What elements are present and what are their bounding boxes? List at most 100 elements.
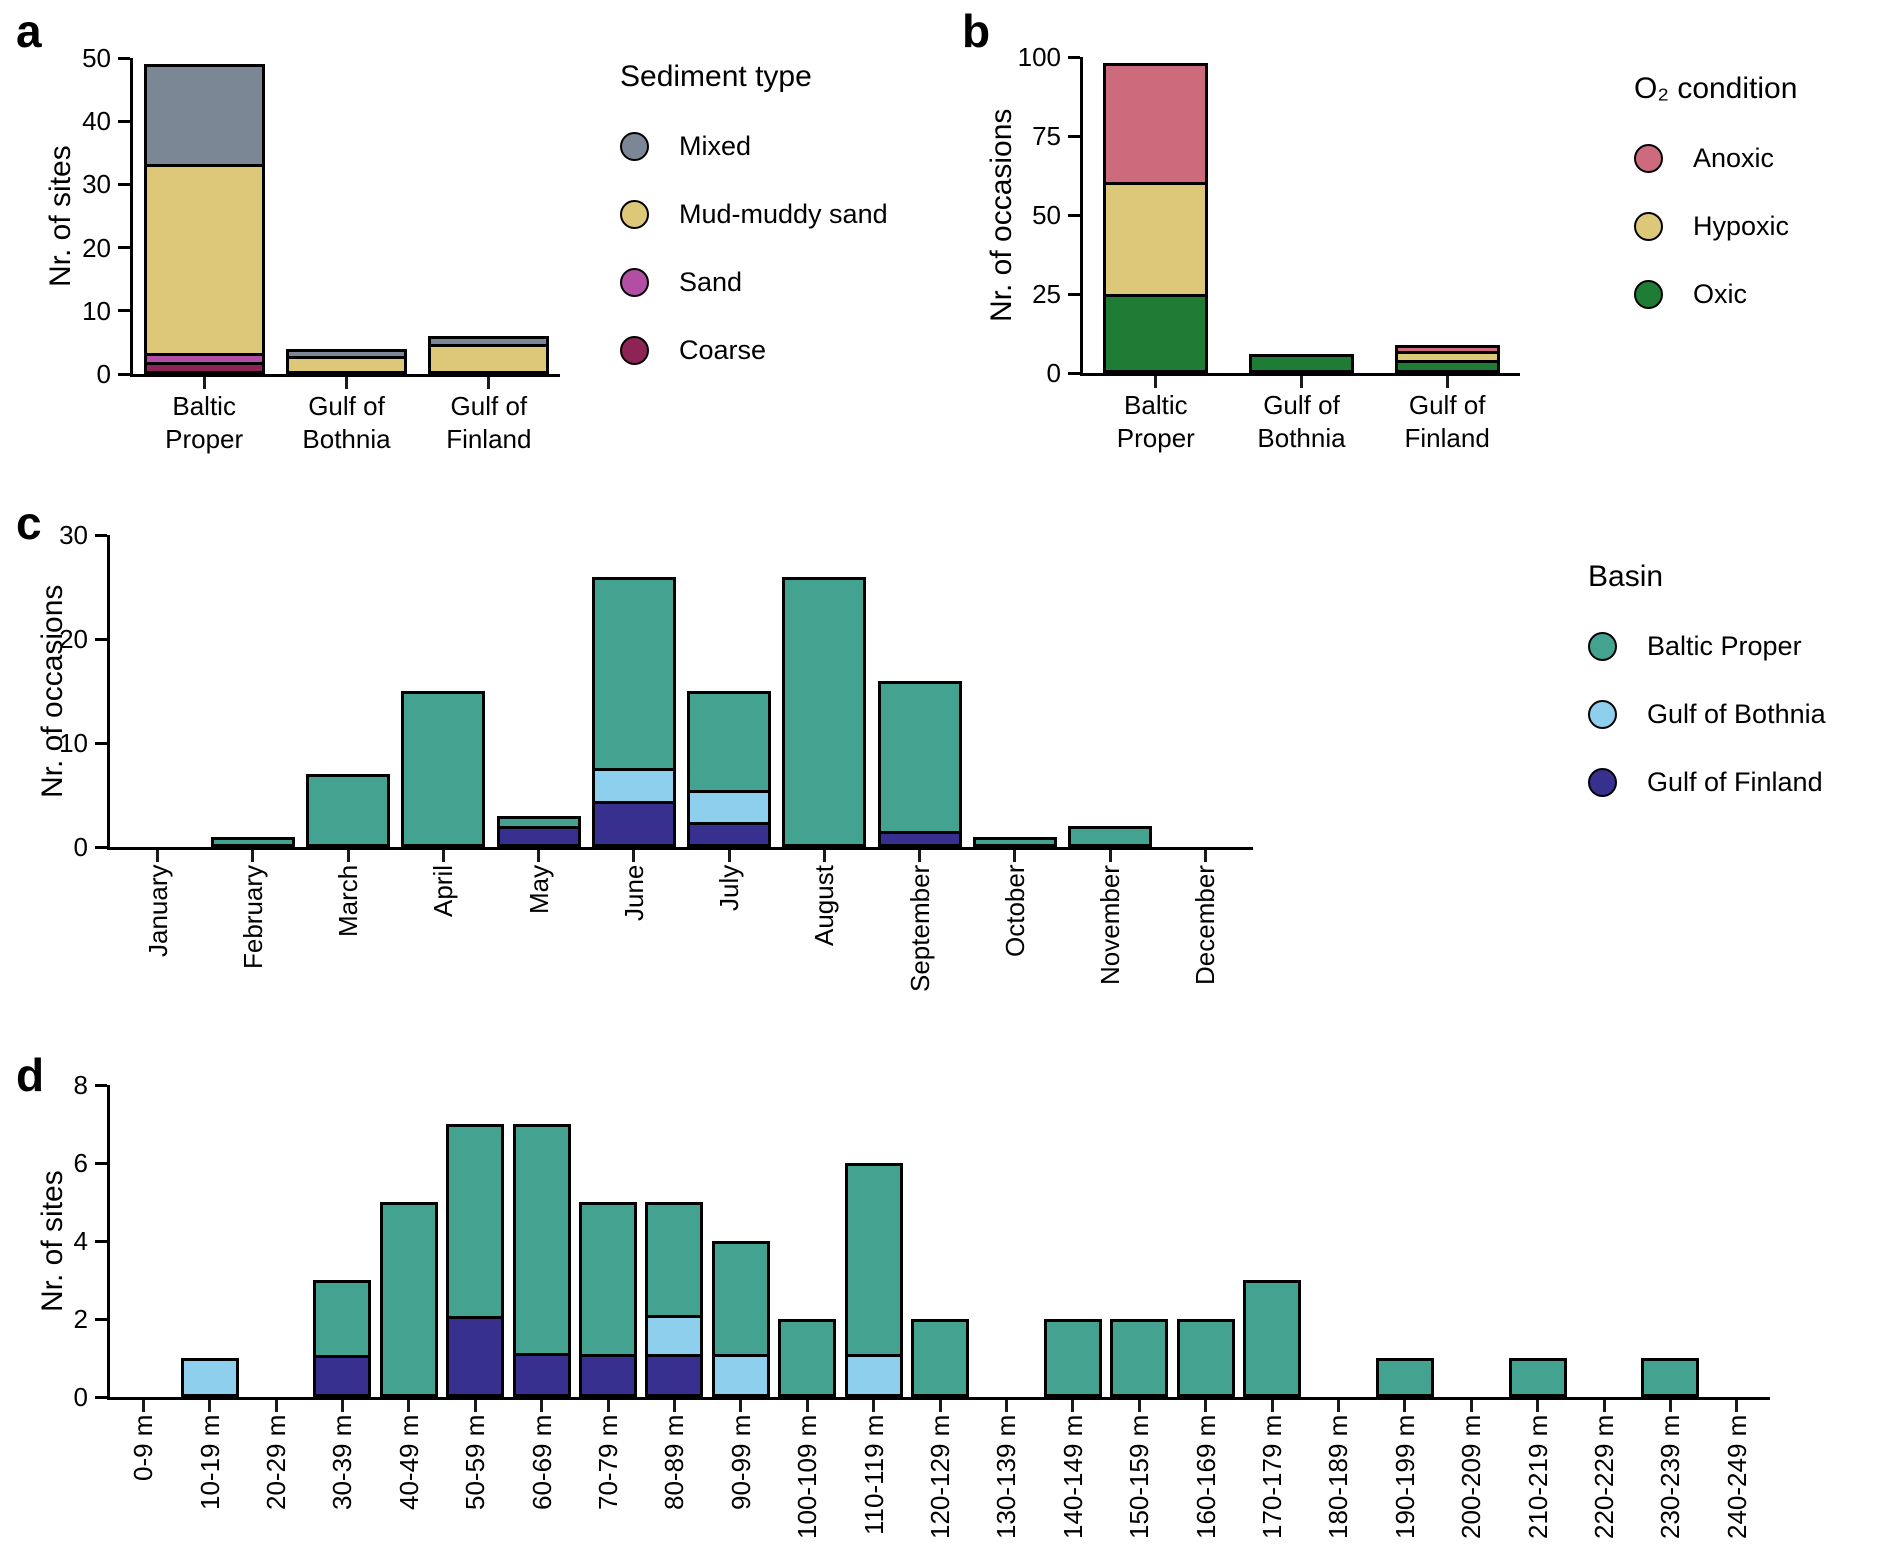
bar-segment-february-baltic-proper xyxy=(213,839,292,844)
bar-190-199-m xyxy=(1375,1358,1434,1397)
legend-title: Basin xyxy=(1588,560,1664,593)
legend-item-coarse: Coarse xyxy=(620,335,888,366)
x-axis-tick xyxy=(1445,376,1449,388)
x-axis-tick xyxy=(1203,850,1207,862)
x-axis-tick xyxy=(540,1400,544,1412)
legend-swatch-coarse xyxy=(620,336,649,365)
bar-gulf-of-finland xyxy=(428,336,550,374)
x-category-label: March xyxy=(333,865,364,938)
bar-segment-june-baltic-proper xyxy=(594,579,673,772)
x-category-label-line: Gulf of xyxy=(1263,390,1340,420)
x-category-label: 90-99 m xyxy=(725,1415,756,1511)
bar-segment-july-gulf-of-finland xyxy=(690,824,769,844)
x-category-label: 170-179 m xyxy=(1257,1415,1287,1540)
y-axis-tick xyxy=(118,56,130,60)
y-tick-label: 20 xyxy=(82,232,111,263)
bar-segment-80-89-m-gulf-of-bothnia xyxy=(648,1317,701,1358)
y-axis-title: Nr. of sites xyxy=(44,145,77,287)
y-axis-line xyxy=(107,1085,110,1400)
x-axis-tick xyxy=(202,377,206,389)
x-category-label: Gulf of Finland xyxy=(1362,389,1532,455)
x-category-label: 20-29 m xyxy=(261,1415,291,1511)
bar-segment-100-109-m-baltic-proper xyxy=(781,1322,834,1394)
y-tick-label: 0 xyxy=(96,359,111,389)
x-axis-tick xyxy=(805,1400,809,1412)
x-category-label-line: Gulf of xyxy=(450,391,528,421)
x-axis-tick xyxy=(632,850,636,862)
y-tick-label: 25 xyxy=(1032,279,1061,309)
bar-segment-80-89-m-gulf-of-finland xyxy=(648,1357,701,1394)
bar-april xyxy=(401,691,486,847)
y-tick-label: 0 xyxy=(73,832,88,862)
x-axis-tick xyxy=(739,1400,743,1412)
x-axis-tick xyxy=(407,1400,411,1412)
bar-80-89-m xyxy=(645,1202,704,1397)
x-category-label: August xyxy=(809,865,840,946)
legend-swatch-gulf-of-bothnia xyxy=(1588,700,1617,729)
y-axis-tick xyxy=(95,533,107,537)
legend-item-baltic-proper: Baltic Proper xyxy=(1588,631,1826,662)
x-axis-tick xyxy=(1602,1400,1606,1412)
x-category-label: 130-139 m xyxy=(991,1415,1022,1540)
x-category-label: January xyxy=(142,865,173,958)
y-tick-label: 20 xyxy=(59,624,88,654)
bar-segment-50-59-m-baltic-proper xyxy=(449,1127,502,1319)
bar-segment-july-gulf-of-bothnia xyxy=(690,793,769,825)
y-tick-label: 10 xyxy=(59,728,88,758)
bar-segment-70-79-m-baltic-proper xyxy=(581,1205,635,1357)
x-axis-tick xyxy=(487,377,491,389)
legend-title: O₂ condition xyxy=(1634,72,1798,105)
x-category-label-line: Finland xyxy=(1404,423,1490,453)
legend-basin: Basin Baltic Proper Gulf of Bothnia Gulf of… xyxy=(1588,560,1826,798)
bar-gulf-of-bothnia xyxy=(286,348,407,374)
bar-90-99-m xyxy=(711,1241,770,1397)
bar-february xyxy=(210,836,295,847)
x-category-label: 10-19 m xyxy=(194,1415,225,1511)
bar-segment-gulf-of-bothnia-oxic xyxy=(1252,357,1351,370)
legend-swatch-gulf-of-finland xyxy=(1588,768,1617,797)
y-axis-tick xyxy=(95,1317,107,1321)
bar-october xyxy=(972,836,1057,847)
bar-segment-may-gulf-of-finland xyxy=(499,829,578,844)
y-tick-label: 0 xyxy=(73,1382,88,1412)
x-category-label: 50-59 m xyxy=(460,1415,491,1511)
x-category-label: 40-49 m xyxy=(393,1415,424,1511)
legend-swatch-baltic-proper xyxy=(1588,632,1617,661)
legend-swatch-mixed xyxy=(620,132,649,161)
x-axis-tick xyxy=(1735,1400,1739,1412)
x-category-label: 180-189 m xyxy=(1323,1415,1354,1540)
x-category-label: 230-239 m xyxy=(1655,1415,1686,1540)
panel-a-letter: a xyxy=(16,5,42,57)
x-category-label-line: Proper xyxy=(165,424,244,454)
x-axis-tick xyxy=(1108,850,1112,862)
bar-july xyxy=(687,691,772,847)
y-axis-tick xyxy=(1068,292,1080,296)
x-axis-line xyxy=(107,847,1253,850)
x-axis-tick xyxy=(1300,376,1303,388)
bar-230-239-m xyxy=(1641,1358,1700,1397)
legend-item-gulf-of-finland: Gulf of Finland xyxy=(1588,767,1826,798)
x-axis-tick xyxy=(1013,850,1017,862)
x-category-label: December xyxy=(1190,865,1221,985)
x-axis-tick xyxy=(274,1400,278,1412)
legend-swatch-mud-muddy-sand xyxy=(620,200,649,229)
x-category-label: April xyxy=(428,865,459,918)
bar-segment-110-119-m-baltic-proper xyxy=(847,1166,900,1357)
x-axis-tick xyxy=(1536,1400,1540,1412)
bar-170-179-m xyxy=(1242,1280,1302,1397)
x-category-label-line: Gulf of xyxy=(308,391,385,421)
bar-140-149-m xyxy=(1043,1319,1102,1397)
x-axis-tick xyxy=(156,850,160,862)
bar-segment-march-baltic-proper xyxy=(309,777,388,844)
y-axis-line xyxy=(107,535,110,850)
y-axis-tick xyxy=(118,182,130,186)
bar-baltic-proper xyxy=(1103,63,1209,373)
x-category-label: 140-149 m xyxy=(1057,1415,1088,1540)
x-axis-tick xyxy=(1154,376,1158,388)
bar-august xyxy=(782,576,867,847)
bar-segment-baltic-proper-mixed xyxy=(146,67,262,167)
bar-100-109-m xyxy=(778,1319,837,1397)
